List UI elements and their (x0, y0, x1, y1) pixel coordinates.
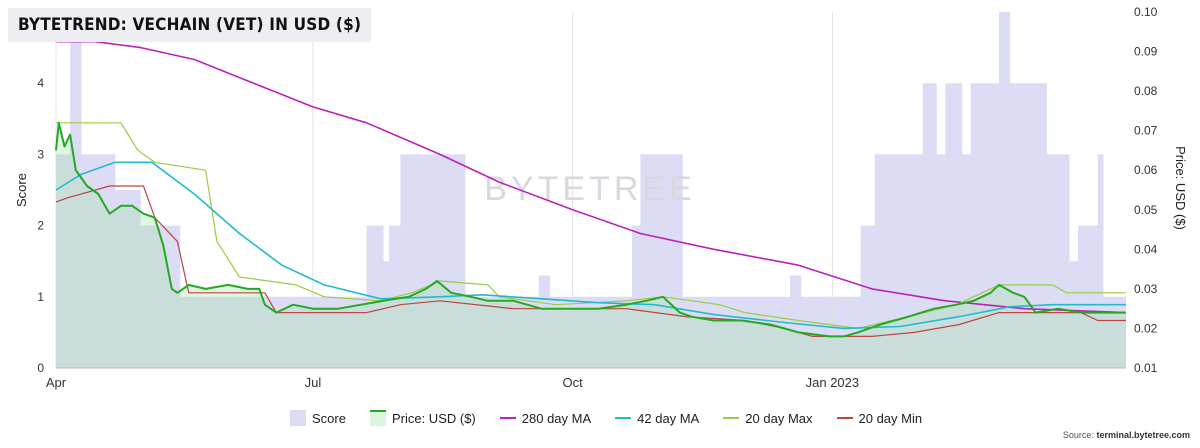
series-line-max20 (56, 122, 1126, 329)
y-right-tick-3: 0.04 (1134, 242, 1158, 256)
legend-item-score[interactable]: Score (290, 410, 346, 426)
axes: Apr Jul Oct Jan 2023 0 1 2 3 4 Score 0.01 0.02 0.03 0… (14, 5, 1188, 390)
y-right-axis-label: Price: USD ($) (1173, 146, 1188, 230)
y-right-tick-2: 0.03 (1134, 282, 1158, 296)
legend-label-ma280: 280 day MA (521, 410, 592, 426)
x-tick-label-0: Apr (46, 375, 67, 390)
y-left-tick-2: 2 (37, 219, 44, 233)
y-left-axis-label: Score (14, 173, 29, 207)
legend-label-min20: 20 day Min (858, 410, 923, 426)
legend-label-price: Price: USD ($) (391, 410, 476, 426)
x-tick-label-3: Jan 2023 (806, 375, 860, 390)
legend-item-max20[interactable]: 20 day Max (723, 410, 813, 426)
y-right-tick-0: 0.01 (1134, 361, 1158, 375)
source-prefix: Source: (1062, 430, 1097, 440)
x-tick-label-1: Jul (305, 375, 322, 390)
legend-swatch-price (369, 410, 386, 426)
y-right-tick-1: 0.02 (1134, 321, 1158, 335)
legend-swatch-max20 (723, 417, 740, 419)
y-left-tick-4: 4 (37, 76, 44, 90)
series-line-ma280 (56, 40, 1127, 314)
y-left-tick-3: 3 (37, 147, 44, 161)
legend: Score Price: USD ($) 280 day MA 42 day M… (290, 407, 922, 429)
legend-label-score: Score (312, 410, 346, 426)
series-line-price (55, 121, 1126, 338)
legend-swatch-score (290, 410, 306, 426)
legend-swatch-ma42 (615, 417, 632, 419)
y-left-tick-1: 1 (37, 290, 44, 304)
y-right-tick-4: 0.05 (1134, 203, 1158, 217)
legend-swatch-ma280 (499, 417, 516, 419)
price-fill-group (56, 122, 1126, 368)
legend-swatch-min20 (836, 417, 853, 419)
legend-label-max20: 20 day Max (745, 410, 813, 426)
source-link[interactable]: terminal.bytetree.com (1096, 430, 1190, 440)
series-line-ma42 (55, 161, 1126, 330)
y-right-tick-6: 0.07 (1134, 124, 1158, 138)
series-lines (55, 40, 1127, 338)
source-credit: Source: terminal.bytetree.com (1063, 430, 1190, 440)
legend-item-price[interactable]: Price: USD ($) (369, 410, 476, 426)
y-right-tick-5: 0.06 (1134, 163, 1158, 177)
y-left-tick-0: 0 (37, 361, 44, 375)
legend-label-ma42: 42 day MA (637, 410, 700, 426)
x-tick-label-2: Oct (563, 375, 584, 390)
price-score-overlap (56, 122, 1126, 368)
legend-item-ma280[interactable]: 280 day MA (499, 410, 592, 426)
y-right-tick-7: 0.08 (1134, 84, 1158, 98)
y-right-tick-8: 0.09 (1134, 45, 1158, 59)
legend-item-min20[interactable]: 20 day Min (836, 410, 923, 426)
chart-title: BYTETREND: VECHAIN (VET) IN USD ($) (8, 8, 372, 42)
y-right-tick-9: 0.10 (1134, 5, 1158, 19)
legend-item-ma42[interactable]: 42 day MA (615, 411, 699, 426)
chart-title-text: BYTETREND: VECHAIN (VET) IN USD ($) (18, 15, 362, 35)
